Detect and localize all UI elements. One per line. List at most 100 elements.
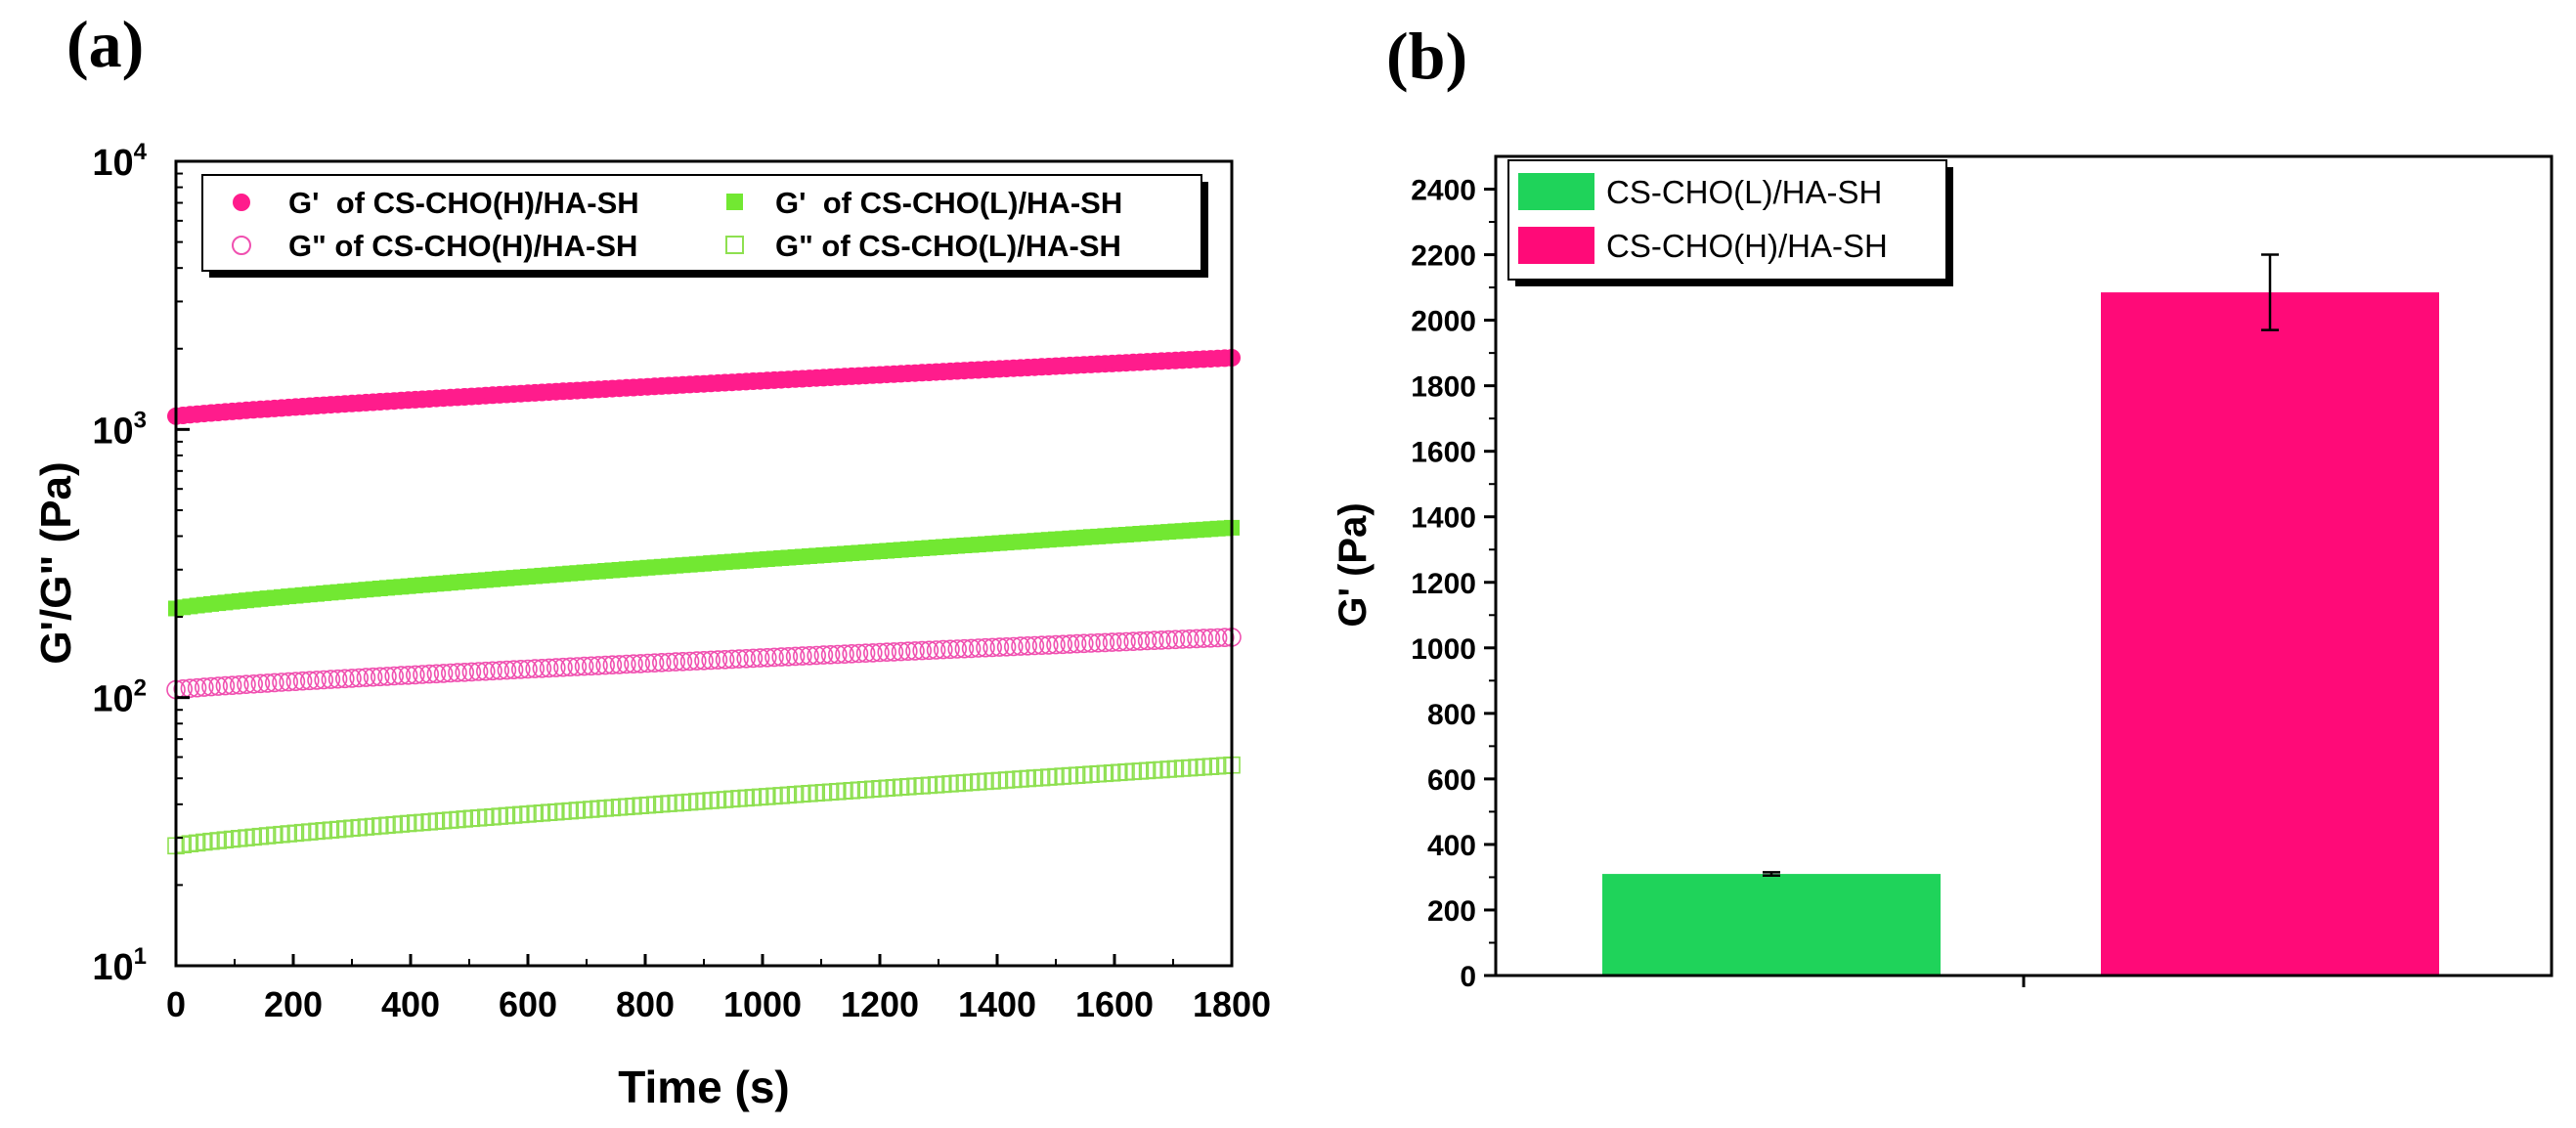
data-point	[1194, 629, 1213, 648]
data-point	[363, 667, 383, 687]
legend-item-gp-h: G' of CS-CHO(H)/HA-SH	[233, 186, 639, 220]
data-point	[468, 662, 489, 681]
panel-label-b: (b)	[1386, 19, 1467, 93]
data-point	[349, 668, 370, 688]
xtick-label: 800	[616, 984, 675, 1024]
data-point	[842, 643, 862, 664]
data-point	[659, 652, 678, 672]
legend-swatch-green	[1518, 173, 1594, 210]
data-point	[384, 666, 405, 686]
data-point	[581, 656, 601, 676]
data-point	[483, 661, 502, 681]
data-point	[321, 670, 341, 689]
data-point	[1088, 632, 1108, 653]
legend-marker-open-square	[725, 236, 744, 254]
chart-a-xticks: 0 200 400 600 800 1000 1200 1400 1600 1800	[166, 954, 1271, 1024]
data-point	[230, 674, 249, 695]
data-point	[721, 649, 742, 670]
data-point	[764, 647, 784, 668]
error-bar-0	[1763, 871, 1780, 878]
data-point	[729, 649, 749, 669]
legend-marker-filled-square	[726, 194, 743, 210]
data-point	[327, 669, 348, 689]
data-point	[933, 639, 953, 660]
data-point	[686, 651, 707, 671]
chart-a-xlabel: Time (s)	[618, 1062, 790, 1112]
data-point	[461, 662, 482, 682]
data-point	[961, 638, 982, 659]
data-point	[314, 670, 334, 690]
data-point	[518, 659, 538, 679]
data-point	[1012, 770, 1029, 788]
data-point	[982, 637, 1003, 658]
legend-label-cs-cho-l: CS-CHO(L)/HA-SH	[1606, 174, 1882, 210]
data-point	[666, 652, 686, 672]
data-point	[1004, 636, 1024, 657]
data-point	[1187, 629, 1206, 649]
data-point	[497, 660, 517, 680]
data-point	[553, 657, 573, 677]
data-point	[792, 646, 812, 666]
data-point	[1067, 633, 1087, 654]
data-point	[855, 643, 876, 664]
data-point	[174, 836, 192, 854]
data-point	[947, 639, 968, 659]
ytick-label: 103	[92, 407, 147, 452]
data-point	[433, 664, 454, 683]
data-point	[694, 650, 714, 671]
data-point	[510, 659, 531, 679]
data-point	[1082, 765, 1100, 784]
series-2	[168, 519, 1240, 617]
series-0	[167, 349, 1241, 425]
data-point	[968, 638, 988, 658]
data-point	[1158, 629, 1178, 650]
data-point	[342, 669, 362, 688]
data-point	[609, 655, 630, 674]
series-1	[166, 628, 1242, 700]
data-point	[1081, 633, 1101, 653]
data-point	[631, 654, 651, 673]
chart-b: 0 200 400 600 800 1000 1200 1400 1600 1800 2000 220…	[1332, 154, 2554, 993]
panel-label-a: (a)	[66, 7, 144, 81]
data-point	[1102, 632, 1122, 652]
data-point	[475, 661, 496, 681]
data-point	[926, 640, 946, 660]
data-point	[1060, 634, 1080, 654]
data-point	[715, 649, 735, 670]
data-point	[602, 655, 623, 675]
data-point	[195, 677, 214, 697]
data-point	[976, 637, 995, 658]
ytick-label: 1400	[1411, 502, 1476, 535]
data-point	[188, 834, 206, 852]
chart-b-bars	[1602, 253, 2439, 976]
xtick-label: 1200	[841, 984, 919, 1024]
data-point	[849, 643, 869, 664]
legend-item-gpp-l: G" of CS-CHO(L)/HA-SH	[725, 229, 1121, 263]
data-point	[807, 645, 827, 666]
data-point	[1201, 628, 1221, 648]
data-point	[595, 655, 616, 675]
data-point	[525, 659, 546, 678]
ytick-label: 2400	[1411, 175, 1476, 207]
data-point	[391, 666, 412, 685]
data-point	[940, 639, 960, 660]
data-point	[1110, 631, 1129, 652]
data-point	[377, 667, 397, 686]
data-point	[1074, 633, 1094, 654]
data-point	[1011, 636, 1030, 656]
data-point	[989, 637, 1010, 657]
data-point	[574, 656, 594, 676]
ytick-label: 600	[1427, 764, 1476, 797]
data-point	[272, 672, 291, 692]
data-point	[208, 676, 228, 696]
data-point	[292, 671, 313, 691]
data-point	[405, 665, 425, 685]
data-point	[757, 647, 777, 668]
data-point	[1165, 629, 1186, 650]
data-point	[644, 653, 665, 673]
data-point	[560, 657, 581, 677]
data-point	[616, 654, 636, 674]
data-point	[637, 653, 658, 673]
ytick-label: 400	[1427, 830, 1476, 862]
